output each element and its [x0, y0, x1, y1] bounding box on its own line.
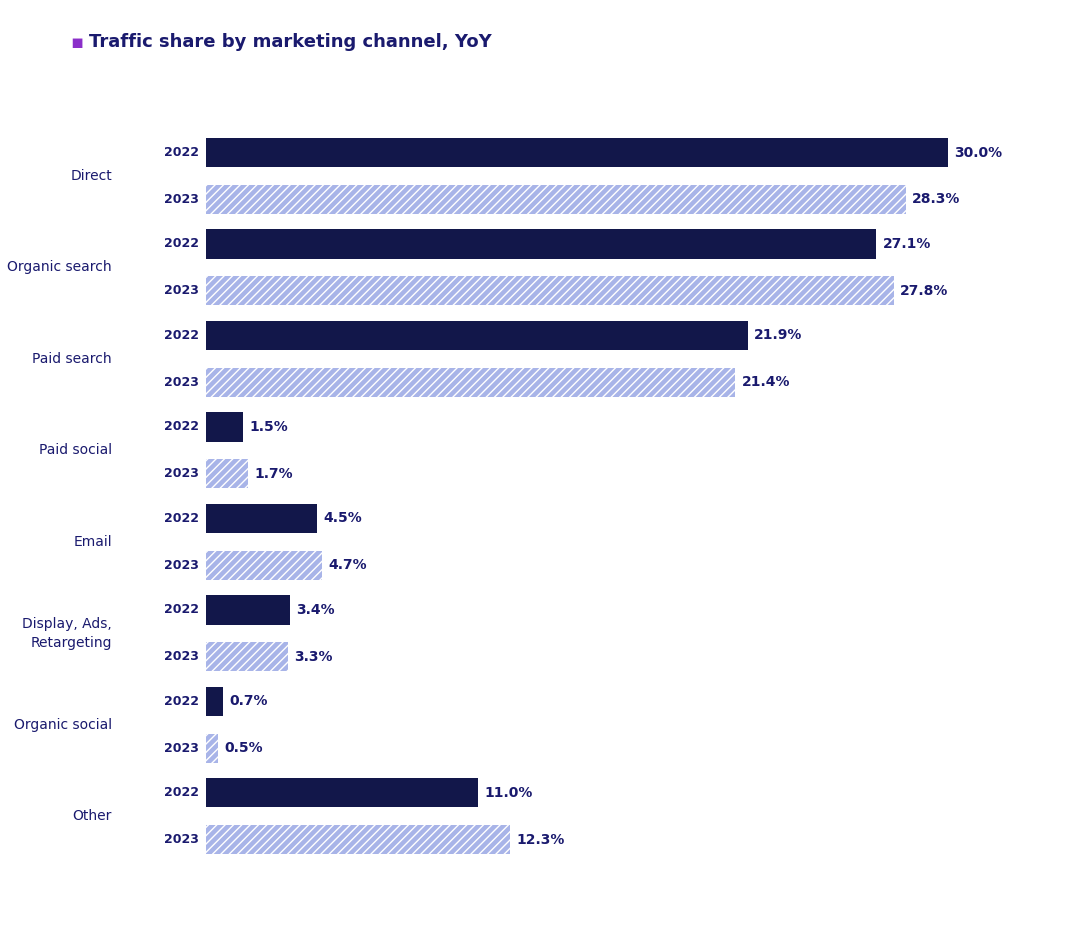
Text: 4.7%: 4.7%	[328, 558, 367, 572]
Text: Organic search: Organic search	[8, 260, 112, 274]
Bar	[206, 550, 323, 580]
Text: 1.7%: 1.7%	[254, 467, 293, 481]
Text: 27.8%: 27.8%	[900, 284, 948, 298]
Text: 2022: 2022	[164, 786, 199, 799]
Text: Paid search: Paid search	[32, 352, 112, 366]
Bar	[206, 138, 948, 168]
Text: 30.0%: 30.0%	[954, 145, 1003, 159]
Text: 2023: 2023	[164, 285, 199, 298]
Bar	[206, 687, 224, 716]
Bar	[206, 321, 748, 350]
Text: Other: Other	[73, 810, 112, 824]
Text: 2022: 2022	[164, 238, 199, 251]
Text: 21.4%: 21.4%	[741, 375, 790, 389]
Bar	[206, 825, 510, 855]
Bar	[206, 595, 291, 624]
Text: 1.5%: 1.5%	[250, 420, 288, 434]
Bar	[206, 778, 478, 808]
Text: ▪: ▪	[70, 33, 83, 51]
Bar	[206, 460, 249, 489]
Text: Email: Email	[73, 534, 112, 548]
Text: 2023: 2023	[164, 193, 199, 206]
Text: 0.7%: 0.7%	[229, 695, 268, 709]
Text: 28.3%: 28.3%	[912, 192, 961, 206]
Text: 2022: 2022	[164, 329, 199, 342]
Bar	[206, 229, 876, 258]
Text: 2023: 2023	[164, 559, 199, 572]
Text: 2023: 2023	[164, 833, 199, 846]
Bar	[206, 368, 735, 397]
Bar	[206, 412, 243, 442]
Text: 2022: 2022	[164, 604, 199, 617]
Text: Display, Ads,
Retargeting: Display, Ads, Retargeting	[23, 617, 112, 650]
Bar	[206, 184, 906, 214]
Text: 2023: 2023	[164, 375, 199, 388]
Text: 2023: 2023	[164, 651, 199, 664]
Text: 3.4%: 3.4%	[296, 603, 335, 617]
Text: 2022: 2022	[164, 420, 199, 433]
Bar	[206, 504, 317, 533]
Text: 2022: 2022	[164, 512, 199, 525]
Text: 2023: 2023	[164, 467, 199, 480]
Bar	[206, 642, 287, 671]
Text: Traffic share by marketing channel, YoY: Traffic share by marketing channel, YoY	[89, 33, 492, 51]
Text: 2022: 2022	[164, 695, 199, 708]
Bar	[206, 734, 218, 763]
Text: Organic social: Organic social	[14, 718, 112, 732]
Text: Direct: Direct	[70, 168, 112, 183]
Text: 27.1%: 27.1%	[882, 237, 931, 251]
Text: 2022: 2022	[164, 146, 199, 159]
Text: 21.9%: 21.9%	[754, 329, 803, 343]
Text: Paid social: Paid social	[39, 444, 112, 458]
Text: 4.5%: 4.5%	[324, 511, 363, 525]
Bar	[206, 276, 893, 305]
Text: 0.5%: 0.5%	[225, 741, 264, 755]
Text: 3.3%: 3.3%	[294, 650, 332, 664]
Text: 2023: 2023	[164, 741, 199, 754]
Text: 12.3%: 12.3%	[516, 833, 565, 847]
Text: 11.0%: 11.0%	[484, 786, 533, 800]
